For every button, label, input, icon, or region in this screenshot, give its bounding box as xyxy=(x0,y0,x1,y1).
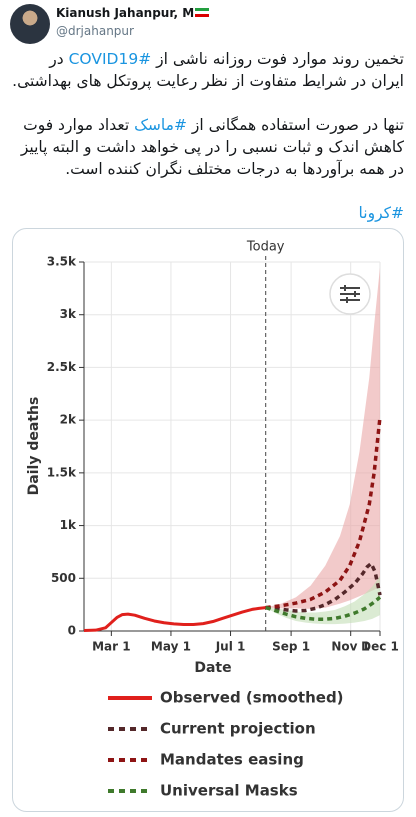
y-tick-label: 0 xyxy=(68,624,76,638)
x-tick-label: Sep 1 xyxy=(272,640,310,654)
x-tick-label: Mar 1 xyxy=(92,640,130,654)
paragraph: تخمین روند موارد فوت روزانه ناشی از #COV… xyxy=(12,48,404,92)
y-tick-label: 1k xyxy=(60,518,77,532)
legend-label: Observed (smoothed) xyxy=(160,689,344,707)
x-tick-label: Nov 1 xyxy=(331,640,370,654)
series-line xyxy=(265,595,382,621)
y-tick-label: 2.5k xyxy=(47,360,77,374)
paragraph: تنها در صورت استفاده همگانی از #ماسک تعد… xyxy=(12,114,404,180)
legend-label: Universal Masks xyxy=(160,782,298,800)
series-line xyxy=(83,606,266,632)
author-handle[interactable]: @drjahanpur xyxy=(56,24,134,38)
text-run: تخمین روند موارد فوت روزانه ناشی از xyxy=(151,50,404,68)
filter-knobs[interactable] xyxy=(344,285,356,303)
chart-frame xyxy=(12,228,404,812)
x-tick-label: Dec 1 xyxy=(361,640,399,654)
text-run: در ایران در شرایط متفاوت از نظر رعایت پر… xyxy=(12,50,404,90)
hashtag[interactable]: #کرونا xyxy=(358,204,404,222)
annotation: Today xyxy=(246,240,285,255)
y-tick-label: 1.5k xyxy=(47,465,77,479)
y-tick-label: 500 xyxy=(51,571,76,585)
author-name[interactable]: Kianush Jahanpur, MD xyxy=(56,6,205,20)
x-tick-label: Jul 1 xyxy=(215,640,246,654)
series-line xyxy=(265,416,382,610)
y-tick-label: 3.5k xyxy=(47,255,77,269)
y-tick-label: 3k xyxy=(60,307,77,321)
uncertainty-band xyxy=(265,267,380,609)
text-run: تنها در صورت استفاده همگانی از xyxy=(186,116,404,134)
avatar[interactable] xyxy=(10,4,50,44)
x-axis-title: Date xyxy=(194,660,231,676)
hashtag[interactable]: #COVID19 xyxy=(68,50,152,68)
tweet-text: تخمین روند موارد فوت روزانه ناشی از #COV… xyxy=(12,48,404,246)
legend-label: Mandates easing xyxy=(160,751,304,769)
hashtag[interactable]: #ماسک xyxy=(134,116,187,134)
chart: 0 500 1k 1.5k 2k 2.5k 3k 3.5k Mar 1 May 1 Jul 1 Sep… xyxy=(12,228,404,812)
flag-icon xyxy=(195,8,209,17)
x-tick-label: May 1 xyxy=(151,640,191,654)
legend-label: Current projection xyxy=(160,720,316,738)
filter-button[interactable] xyxy=(329,273,371,315)
text-run: تعداد موارد فوت کاهش اندک و ثبات نسبی را… xyxy=(20,116,404,178)
y-axis-title: Daily deaths xyxy=(26,397,42,496)
filter-icon[interactable] xyxy=(340,287,360,301)
y-tick-label: 2k xyxy=(60,413,77,427)
series-line xyxy=(265,561,382,613)
